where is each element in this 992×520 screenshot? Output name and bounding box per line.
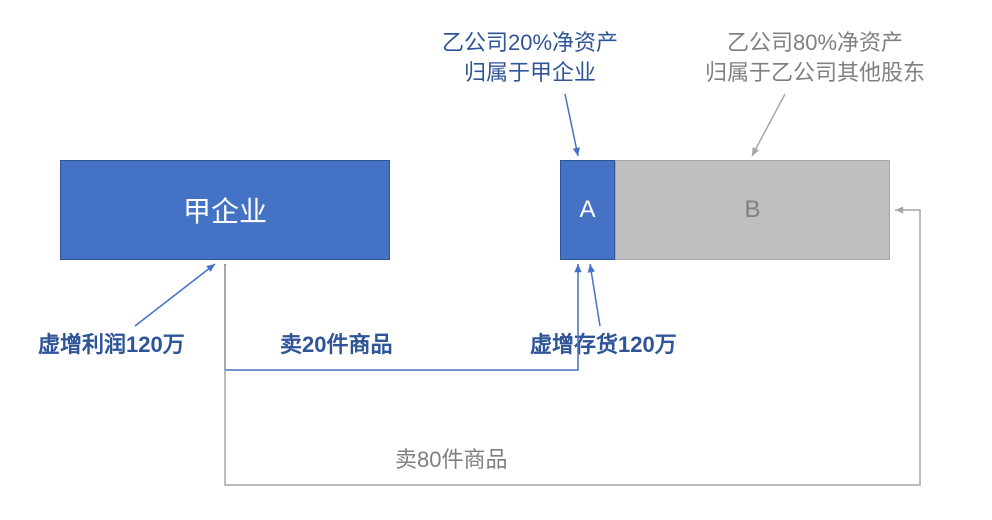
annotation-20pct-net-assets: 乙公司20%净资产 归属于甲企业	[400, 28, 660, 87]
annotation-inflated-inventory: 虚增存货120万	[530, 330, 677, 360]
annotation-inflated-profit: 虚增利润120万	[38, 330, 185, 360]
box-b-segment: B	[615, 160, 890, 260]
annotation-80pct-net-assets: 乙公司80%净资产 归属于乙公司其他股东	[665, 28, 965, 87]
annotation-20pct-line2: 归属于甲企业	[400, 58, 660, 88]
annotation-sell-80-text: 卖80件商品	[395, 447, 507, 472]
annotation-sell-20-text: 卖20件商品	[280, 332, 392, 357]
annotation-20pct-line1: 乙公司20%净资产	[400, 28, 660, 58]
annotation-80pct-line1: 乙公司80%净资产	[665, 28, 965, 58]
box-jia-enterprise: 甲企业	[60, 160, 390, 260]
box-a-segment: A	[560, 160, 615, 260]
annotation-80pct-line2: 归属于乙公司其他股东	[665, 58, 965, 88]
annotation-inflated-inventory-text: 虚增存货120万	[530, 332, 677, 357]
annotation-inflated-profit-text: 虚增利润120万	[38, 332, 185, 357]
annotation-sell-80: 卖80件商品	[395, 445, 507, 475]
box-b-label: B	[744, 196, 760, 224]
box-a-label: A	[579, 196, 595, 224]
box-jia-label: 甲企业	[183, 190, 267, 230]
diagram-stage: 甲企业 A B 乙公司20%净资产 归属于甲企业 乙公司80%净资产 归属于乙公…	[0, 0, 992, 520]
annotation-sell-20: 卖20件商品	[280, 330, 392, 360]
